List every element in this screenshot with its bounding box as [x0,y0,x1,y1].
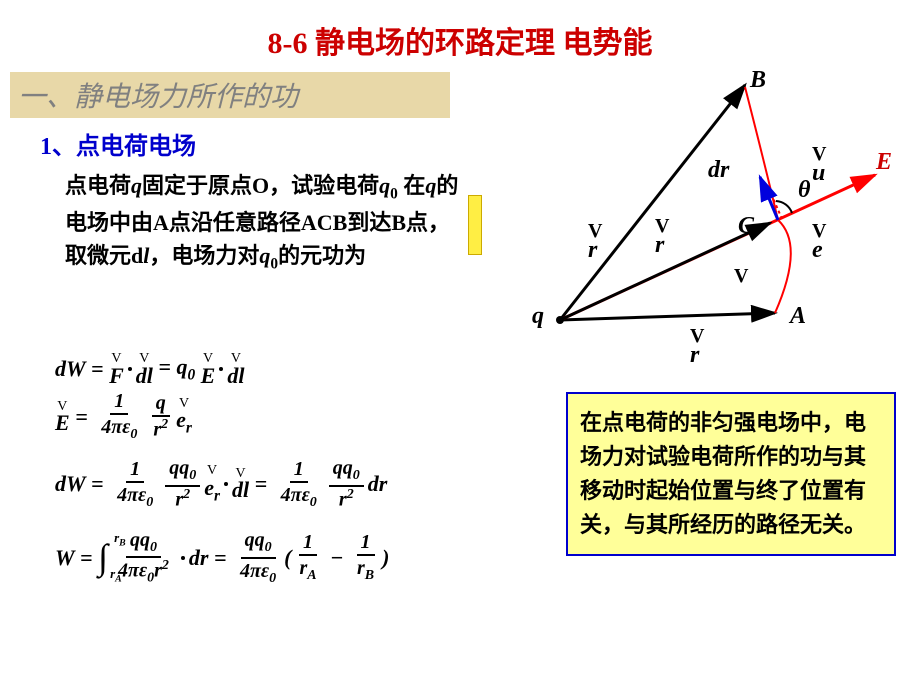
vector-diagram: q A B C E dr θ V r V r V r V V e V u [520,65,900,365]
label-e: e [812,237,823,264]
eq-E-field: VE = 14πε0 qr2 Ver [55,389,575,444]
label-dr: dr [708,157,729,184]
subtitle-bar: 一、静电场力所作的功 [10,72,450,118]
label-theta: θ [798,177,810,204]
body-paragraph: 点电荷q固定于原点O，试验电荷q0 在q的电场中由A点沿任意路径ACB到达B点，… [65,169,465,275]
subtitle: 一、静电场力所作的功 [18,75,298,115]
yellow-strip [468,195,482,255]
label-u: u [812,160,825,187]
eq-W-integral: W = ∫ rB rA qq04πε0r2 dr = qq04πε0 ( 1rA… [55,528,575,588]
label-B: B [750,67,766,94]
note-box: 在点电荷的非匀强电场中，电场力对试验电荷所作的功与其移动时起始位置与终了位置有关… [566,392,896,556]
label-rC: r [655,232,664,259]
eq-dW-expanded: dW = 14πε0 qq0r2 Ver Vdl = 14πε0 qq0r2 d… [55,456,575,511]
label-A: A [790,303,806,330]
label-q: q [532,303,544,330]
label-rB: r [588,237,597,264]
eq-dW-F-dl: dW = VF Vdl = q0 VE Vdl [55,353,575,385]
v-mark-ra2: V [734,265,748,288]
label-E: E [876,149,892,176]
page-title: 8-6 静电场的环路定理 电势能 [0,0,920,72]
equations-block: dW = VF Vdl = q0 VE Vdl VE = 14πε0 qr2 V… [55,345,575,596]
label-C: C [738,213,754,240]
label-rA: r [690,342,699,369]
